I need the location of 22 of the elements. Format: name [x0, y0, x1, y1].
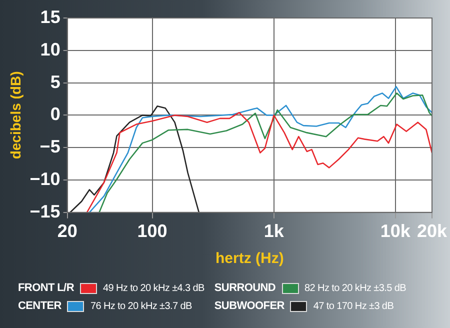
y-tick-label: −10 — [30, 168, 60, 189]
y-tick-label: 5 — [50, 72, 60, 92]
text: 82 Hz to 20 kHz ±3.5 dB — [304, 282, 406, 294]
legend-label: FRONT L/R — [18, 282, 74, 294]
x-axis-title: hertz (Hz) — [215, 250, 284, 268]
y-tick-label: 0 — [50, 104, 60, 124]
y-tick-label: −5 — [40, 136, 60, 157]
x-tick-label: 100 — [137, 221, 168, 242]
text: 76 Hz to 20 kHz ±3.7 dB — [90, 300, 192, 312]
y-axis-title: decibels (dB) — [7, 71, 24, 160]
y-tick-label: 15 — [40, 6, 60, 27]
y-tick-label: 10 — [40, 39, 60, 60]
text: 49 Hz to 20 kHz ±4.3 dB — [102, 282, 204, 294]
text: 47 to 170 Hz ±3 dB — [313, 300, 394, 312]
legend-label: SUBWOOFER — [214, 300, 284, 312]
x-tick-label: 1k — [264, 221, 285, 242]
x-tick-label: 20 — [57, 221, 78, 242]
y-tick-label: −15 — [30, 201, 60, 222]
x-tick-label: 10k — [380, 221, 412, 242]
legend-label: SURROUND — [214, 282, 276, 294]
legend-label: CENTER — [18, 300, 62, 312]
x-tick-label: 20k — [416, 221, 448, 242]
